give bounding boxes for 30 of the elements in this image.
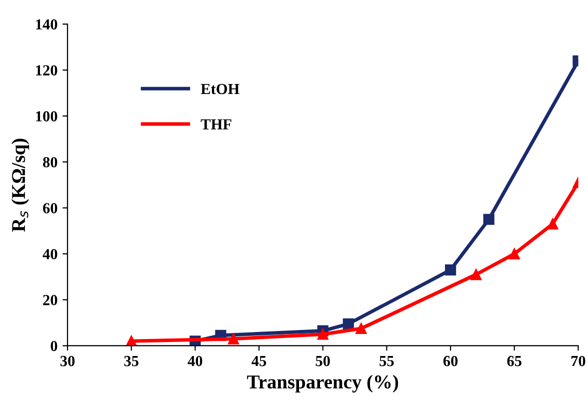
y-tick-label: 20 <box>43 294 58 306</box>
point <box>356 322 367 334</box>
y-tick-label: 140 <box>36 19 58 30</box>
point <box>547 218 558 230</box>
y-tick-label: 60 <box>43 203 58 214</box>
y-tick-label: 100 <box>36 111 58 122</box>
x-tick-label: 40 <box>188 356 202 366</box>
x-tick-label: 30 <box>60 356 75 366</box>
y-tick-label: 120 <box>36 65 58 76</box>
y-tick-label: 80 <box>43 157 58 168</box>
x-tick-label: 55 <box>380 356 394 366</box>
point <box>228 333 240 344</box>
point <box>508 248 520 260</box>
point <box>444 264 456 276</box>
point <box>317 328 328 340</box>
legend-label: EtOH <box>200 84 240 94</box>
x-tick-label: 60 <box>443 356 458 366</box>
x-tick-label: 70 <box>571 356 586 366</box>
point <box>470 268 482 280</box>
point <box>342 318 354 330</box>
x-tick-label: 65 <box>507 356 522 366</box>
legend-label: THF <box>200 119 232 130</box>
y-tick-label: 0 <box>50 340 58 352</box>
y-axis-title: R$_{s}$ (KΩ/sq) <box>11 138 30 232</box>
x-tick-label: 45 <box>252 356 266 366</box>
x-axis-title: Transparency (%) <box>247 374 398 393</box>
point <box>483 214 494 225</box>
y-tick-label: 40 <box>42 248 58 260</box>
x-tick-label: 35 <box>124 356 138 366</box>
x-tick-label: 50 <box>316 356 330 366</box>
